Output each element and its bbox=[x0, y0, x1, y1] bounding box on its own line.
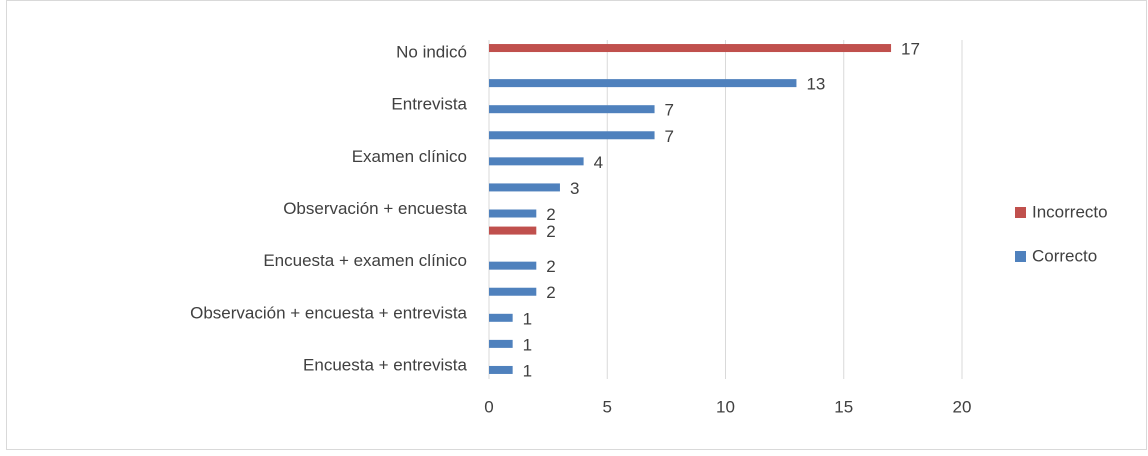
bar bbox=[489, 79, 797, 88]
x-tick-label: 0 bbox=[484, 397, 493, 416]
x-tick-label: 15 bbox=[834, 397, 853, 416]
bar bbox=[489, 105, 655, 114]
y-tick-label: Examen clínico bbox=[352, 147, 467, 166]
bar bbox=[489, 339, 513, 348]
value-label: 3 bbox=[570, 179, 579, 198]
legend-label: Correcto bbox=[1032, 246, 1097, 265]
value-label: 17 bbox=[901, 40, 920, 59]
value-label: 2 bbox=[546, 257, 555, 276]
y-tick-label: No indicó bbox=[396, 43, 467, 62]
bar bbox=[489, 261, 537, 270]
legend-label: Incorrecto bbox=[1032, 202, 1108, 221]
value-label: 2 bbox=[546, 205, 555, 224]
bar bbox=[489, 287, 537, 296]
bar bbox=[489, 44, 892, 53]
bar bbox=[489, 313, 513, 322]
value-label: 1 bbox=[523, 361, 532, 380]
legend-swatch bbox=[1015, 251, 1026, 262]
bar bbox=[489, 183, 560, 192]
y-tick-label: Encuesta + entrevista bbox=[303, 355, 468, 374]
value-label: 13 bbox=[806, 75, 825, 94]
value-label: 1 bbox=[523, 309, 532, 328]
x-tick-label: 20 bbox=[953, 397, 972, 416]
value-label: 7 bbox=[665, 127, 674, 146]
value-label: 4 bbox=[594, 153, 603, 172]
value-label: 2 bbox=[546, 222, 555, 241]
legend-swatch bbox=[1015, 207, 1026, 218]
y-tick-label: Observación + encuesta + entrevista bbox=[190, 303, 467, 322]
value-label: 7 bbox=[665, 101, 674, 120]
y-tick-label: Observación + encuesta bbox=[283, 199, 467, 218]
x-tick-label: 10 bbox=[716, 397, 735, 416]
chart-frame bbox=[6, 0, 1147, 450]
y-tick-label: Encuesta + examen clínico bbox=[263, 251, 467, 270]
bar bbox=[489, 157, 584, 166]
bar bbox=[489, 131, 655, 140]
bar bbox=[489, 226, 537, 235]
value-label: 2 bbox=[546, 283, 555, 302]
bar bbox=[489, 365, 513, 374]
x-tick-label: 5 bbox=[603, 397, 612, 416]
y-tick-label: Entrevista bbox=[391, 95, 467, 114]
value-label: 1 bbox=[523, 335, 532, 354]
bar bbox=[489, 209, 537, 218]
